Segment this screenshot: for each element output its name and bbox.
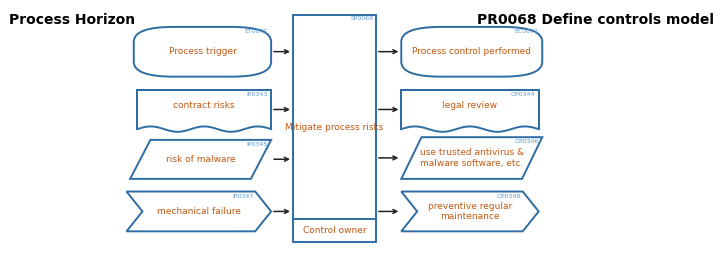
Text: IP0347: IP0347 [232, 194, 254, 199]
FancyBboxPatch shape [401, 27, 542, 77]
Text: Process trigger: Process trigger [168, 47, 236, 56]
Text: OP0344: OP0344 [510, 92, 535, 97]
Text: OP0346: OP0346 [514, 139, 539, 144]
Polygon shape [130, 140, 271, 179]
Text: OP0348: OP0348 [497, 194, 521, 199]
Text: Control owner: Control owner [302, 226, 367, 235]
Text: SP0069: SP0069 [351, 16, 374, 21]
Text: EC0072: EC0072 [515, 29, 539, 34]
Text: Process control performed: Process control performed [412, 47, 531, 56]
Text: IP0345: IP0345 [247, 142, 268, 147]
Text: preventive regular
maintenance: preventive regular maintenance [428, 202, 512, 221]
Polygon shape [401, 192, 539, 231]
Text: contract risks: contract risks [174, 101, 235, 110]
Text: PR0068 Define controls model: PR0068 Define controls model [477, 13, 714, 27]
Text: risk of malware: risk of malware [166, 155, 236, 164]
FancyBboxPatch shape [134, 27, 271, 77]
Text: Process Horizon: Process Horizon [9, 13, 134, 27]
Bar [137, 90, 271, 129]
Bar [293, 15, 376, 242]
Text: use trusted antivirus &
malware software, etc.: use trusted antivirus & malware software… [419, 148, 524, 168]
Text: Mitigate process risks: Mitigate process risks [285, 123, 384, 132]
Text: ET0071: ET0071 [244, 29, 268, 34]
Text: mechanical failure: mechanical failure [157, 207, 241, 216]
Bar [401, 90, 539, 129]
Polygon shape [401, 137, 542, 179]
Text: legal review: legal review [442, 101, 497, 110]
Polygon shape [127, 192, 271, 231]
Text: IP0343: IP0343 [246, 92, 268, 97]
